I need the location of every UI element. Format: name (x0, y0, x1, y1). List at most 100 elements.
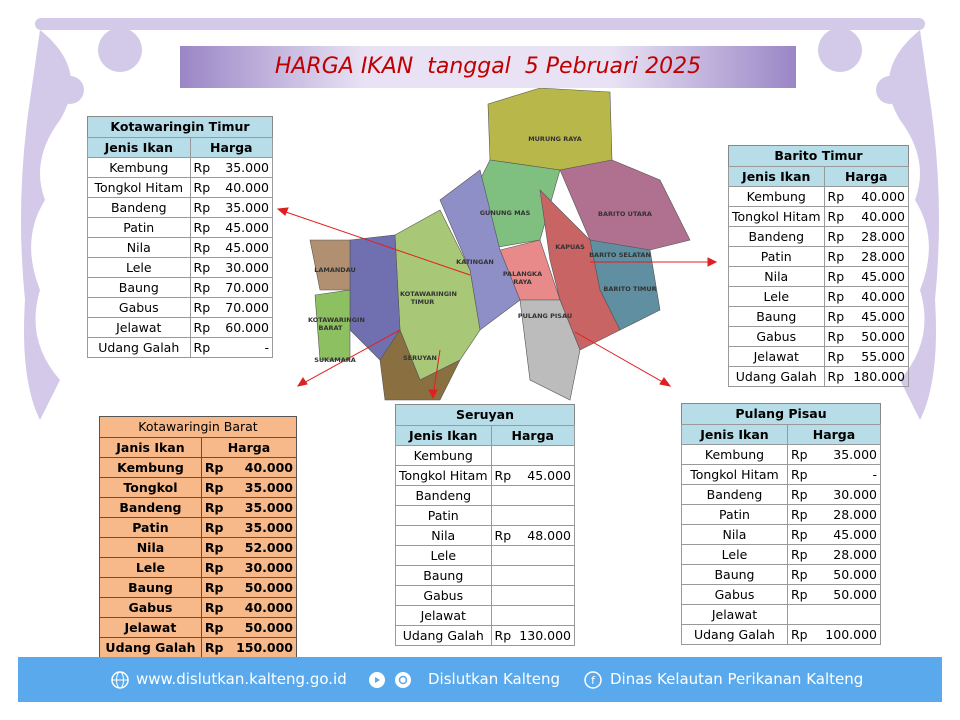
table: Janis Ikan Harga Kembung Rp 40.000 Tongkol Rp 3… (99, 437, 298, 658)
price: 70.000 (218, 297, 273, 318)
price: 35.000 (218, 157, 273, 178)
price: 28.000 (850, 246, 910, 267)
row: Kembung Rp 35.000 (681, 444, 881, 465)
fish-name: Kembung (395, 445, 492, 466)
fish-name: Jelawat (99, 617, 202, 638)
table: Jenis Ikan Harga Kembung Rp 35.000 Tongkol Hi… (87, 137, 274, 358)
row: Patin Rp 35.000 (99, 517, 297, 538)
price: 40.000 (218, 177, 273, 198)
header-cell: Jenis Ikan (728, 166, 825, 187)
row: Udang Galah Rp 130.000 (395, 625, 576, 646)
currency: Rp (823, 286, 851, 307)
fish-name: Jelawat (728, 346, 825, 367)
row: Jelawat (395, 605, 576, 626)
fish-name: Gabus (395, 585, 492, 606)
region-label: BARITO SELATAN (589, 251, 651, 259)
price: 180.000 (850, 366, 910, 387)
table: Jenis Ikan Harga Kembung Rp 35.000 Tongkol Hi… (681, 424, 882, 645)
row: Jelawat (681, 604, 881, 625)
row: Patin Rp 28.000 (728, 246, 910, 267)
row: Patin Rp 28.000 (681, 504, 881, 525)
price (516, 505, 576, 526)
currency (490, 565, 517, 586)
price: 40.000 (229, 457, 297, 478)
price: 130.000 (516, 625, 576, 646)
price: 50.000 (850, 326, 910, 347)
fish-name: Jelawat (87, 317, 191, 338)
region-label: GUNUNG MAS (479, 209, 531, 217)
price: 52.000 (229, 537, 297, 558)
social: Dislutkan Kalteng (428, 670, 561, 688)
row: Patin (395, 505, 576, 526)
price: 70.000 (218, 277, 273, 298)
row: Nila Rp 45.000 (728, 266, 910, 287)
currency: Rp (189, 237, 219, 258)
fish-name: Jelawat (395, 605, 492, 626)
price: 45.000 (815, 524, 881, 545)
price: 35.000 (229, 497, 297, 518)
region-label: PULANG PISAU (517, 312, 573, 320)
fish-name: Gabus (99, 597, 202, 618)
row: Bandeng (395, 485, 576, 506)
header-row: Janis Ikan Harga (99, 437, 298, 458)
currency: Rp (189, 177, 219, 198)
currency: Rp (823, 326, 851, 347)
currency: Rp (200, 597, 230, 618)
fish-name: Bandeng (99, 497, 202, 518)
header-row: Jenis Ikan Harga (681, 424, 882, 445)
header-cell: Jenis Ikan (87, 137, 191, 158)
row: Baung Rp 45.000 (728, 306, 910, 327)
fish-name: Tongkol (99, 477, 202, 498)
price: 50.000 (815, 564, 881, 585)
price: - (218, 337, 273, 358)
currency: Rp (200, 637, 230, 658)
svg-text:f: f (591, 674, 596, 687)
header-row: Jenis Ikan Harga (87, 137, 274, 158)
price: 55.000 (850, 346, 910, 367)
row: Baung Rp 50.000 (99, 577, 297, 598)
price: 35.000 (815, 444, 881, 465)
fish-name: Udang Galah (99, 637, 202, 658)
currency: Rp (786, 504, 816, 525)
row: Kembung Rp 35.000 (87, 157, 273, 178)
price-table: Pulang Pisau Jenis Ikan Harga Kembung Rp 35.0… (681, 403, 882, 645)
row: Tongkol Hitam Rp - (681, 464, 881, 485)
currency: Rp (823, 206, 851, 227)
row: Udang Galah Rp - (87, 337, 273, 358)
table-title: Pulang Pisau (681, 403, 881, 424)
row: Gabus Rp 50.000 (681, 584, 881, 605)
currency: Rp (189, 217, 219, 238)
price: 30.000 (218, 257, 273, 278)
price: 50.000 (229, 617, 297, 638)
currency: Rp (823, 186, 851, 207)
price: 28.000 (815, 504, 881, 525)
region-label: MURUNG RAYA (528, 135, 582, 143)
row: Gabus Rp 50.000 (728, 326, 910, 347)
header-cell: Harga (823, 166, 910, 187)
price (516, 565, 576, 586)
price: 40.000 (229, 597, 297, 618)
fish-name: Tongkol Hitam (728, 206, 825, 227)
currency: Rp (786, 584, 816, 605)
currency: Rp (823, 306, 851, 327)
currency (490, 485, 517, 506)
fish-name: Patin (87, 217, 191, 238)
row: Jelawat Rp 50.000 (99, 617, 297, 638)
currency: Rp (189, 317, 219, 338)
header-cell: Janis Ikan (99, 437, 202, 458)
currency: Rp (200, 457, 230, 478)
title: HARGA IKAN tanggal 5 Pebruari 2025 (180, 46, 796, 88)
row: Lele Rp 40.000 (728, 286, 910, 307)
currency: Rp (189, 337, 219, 358)
price: 40.000 (850, 206, 910, 227)
fish-name: Lele (395, 545, 492, 566)
fish-name: Nila (395, 525, 492, 546)
fish-name: Lele (681, 544, 788, 565)
fish-name: Nila (87, 237, 191, 258)
table-title: Barito Timur (728, 145, 909, 166)
currency: Rp (200, 497, 230, 518)
row: Gabus Rp 40.000 (99, 597, 297, 618)
currency: Rp (189, 257, 219, 278)
website: www.dislutkan.kalteng.go.id (136, 670, 347, 688)
header-row: Jenis Ikan Harga (395, 425, 576, 446)
